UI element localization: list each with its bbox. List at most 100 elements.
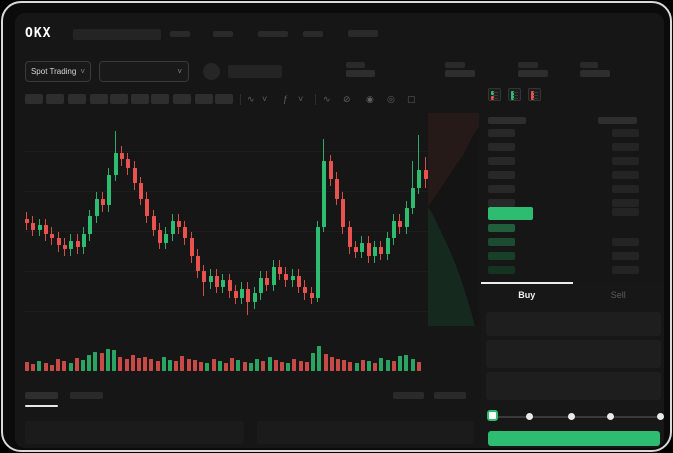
- chevron-down-icon[interactable]: ˅: [262, 94, 268, 104]
- gridline: [23, 191, 428, 192]
- fullscreen-icon[interactable]: ▢: [407, 94, 416, 104]
- gridline: [23, 231, 428, 232]
- camera-icon[interactable]: ◉: [366, 94, 374, 104]
- bottom-tab-active[interactable]: [25, 392, 58, 399]
- bid-price-bar[interactable]: [488, 238, 515, 246]
- bottom-action-button[interactable]: [393, 392, 424, 399]
- buy-submit-button[interactable]: [488, 431, 660, 446]
- bid-price-bar[interactable]: [488, 266, 515, 274]
- bid-amount-bar[interactable]: [612, 266, 639, 274]
- compare-icon[interactable]: ⊘: [343, 94, 351, 104]
- stat-value: [445, 70, 475, 77]
- slider-mark-50[interactable]: [568, 413, 575, 420]
- volume-histogram: [25, 343, 423, 371]
- nav-item[interactable]: [348, 30, 378, 37]
- alerts-icon[interactable]: ◎: [387, 94, 395, 104]
- ask-amount-bar[interactable]: [612, 143, 639, 151]
- timeframe-button[interactable]: [90, 94, 108, 104]
- chevron-down-icon: ˅: [80, 66, 86, 76]
- amount-slider-track[interactable]: [493, 416, 659, 418]
- toolbar-divider: [315, 94, 316, 105]
- amount-slider-handle[interactable]: [487, 410, 498, 421]
- ask-amount-bar[interactable]: [612, 129, 639, 137]
- stat-label: [580, 62, 598, 68]
- bottom-action-button[interactable]: [434, 392, 466, 399]
- bid-price-bar[interactable]: [488, 252, 515, 260]
- indicators-icon[interactable]: ƒ: [283, 94, 289, 104]
- stat-label: [445, 62, 465, 68]
- ask-price-bar[interactable]: [488, 199, 515, 207]
- candlestick-chart[interactable]: [23, 113, 428, 333]
- amount-field[interactable]: [486, 372, 661, 400]
- trade-side-tabs: Buy Sell: [481, 282, 664, 306]
- ask-amount-bar[interactable]: [612, 157, 639, 165]
- ask-price-bar[interactable]: [488, 157, 515, 165]
- bid-amount-bar[interactable]: [612, 238, 639, 246]
- ask-amount-bar[interactable]: [612, 199, 639, 207]
- slider-mark-75[interactable]: [607, 413, 614, 420]
- timeframe-button[interactable]: [131, 94, 149, 104]
- market-selector-label: Spot Trading: [30, 67, 77, 76]
- stat-label: [346, 62, 365, 68]
- app-window: OKX Spot Trading ˅ ˅: [15, 13, 664, 448]
- open-orders-panel: [25, 421, 244, 444]
- slider-mark-25[interactable]: [526, 413, 533, 420]
- stat-label: [518, 62, 538, 68]
- ask-price-bar[interactable]: [488, 129, 515, 137]
- orderbook-price-header: [488, 117, 526, 124]
- timeframe-button[interactable]: [46, 94, 64, 104]
- timeframe-button[interactable]: [110, 94, 128, 104]
- orderbook-view-asks-icon[interactable]: [528, 88, 541, 101]
- bid-price-bar[interactable]: [488, 224, 515, 232]
- nav-item[interactable]: [170, 31, 190, 37]
- stat-value: [580, 70, 610, 77]
- depth-chart[interactable]: [428, 113, 479, 326]
- slider-mark-100[interactable]: [657, 413, 664, 420]
- orderbook-amount-header: [598, 117, 637, 124]
- tab-sell[interactable]: Sell: [573, 282, 665, 306]
- market-selector-dropdown[interactable]: Spot Trading ˅: [25, 61, 91, 82]
- orderbook-amount-bar: [612, 208, 639, 216]
- ask-price-bar[interactable]: [488, 143, 515, 151]
- candle-style-icon[interactable]: ∿: [247, 94, 255, 104]
- timeframe-button[interactable]: [195, 94, 213, 104]
- tab-buy-label: Buy: [518, 290, 536, 300]
- ask-amount-bar[interactable]: [612, 185, 639, 193]
- nav-item[interactable]: [213, 31, 233, 37]
- search-input[interactable]: [73, 29, 161, 40]
- bottom-tab-indicator: [25, 405, 58, 407]
- timeframe-button[interactable]: [68, 94, 86, 104]
- gridline: [23, 151, 428, 152]
- last-price-badge[interactable]: [488, 207, 533, 220]
- nav-item[interactable]: [303, 31, 323, 37]
- chevron-down-icon: ˅: [177, 66, 182, 76]
- depth-asks-area: [428, 113, 479, 207]
- ask-price-bar[interactable]: [488, 185, 515, 193]
- timeframe-button[interactable]: [173, 94, 191, 104]
- order-type-field[interactable]: [486, 312, 661, 336]
- pair-selector-dropdown[interactable]: ˅: [99, 61, 189, 82]
- pair-coin-icon: [203, 63, 220, 80]
- chevron-down-icon[interactable]: ˅: [298, 94, 304, 104]
- toolbar-divider: [240, 94, 241, 105]
- orderbook-view-bids-icon[interactable]: [508, 88, 521, 101]
- price-field[interactable]: [486, 340, 661, 368]
- nav-item[interactable]: [258, 31, 288, 37]
- okx-logo: OKX: [25, 26, 52, 41]
- depth-bids-area: [428, 206, 475, 326]
- line-tool-icon[interactable]: ∿: [323, 94, 331, 104]
- stat-value: [346, 70, 375, 77]
- ask-amount-bar[interactable]: [612, 171, 639, 179]
- tab-buy[interactable]: Buy: [481, 282, 573, 306]
- timeframe-button[interactable]: [151, 94, 169, 104]
- candlestick-layer: [23, 113, 428, 333]
- bottom-tab[interactable]: [70, 392, 103, 399]
- bid-amount-bar[interactable]: [612, 252, 639, 260]
- ask-price-bar[interactable]: [488, 171, 515, 179]
- timeframe-button[interactable]: [215, 94, 233, 104]
- stat-value: [518, 70, 548, 77]
- orderbook-view-both-icon[interactable]: [488, 88, 501, 101]
- timeframe-button[interactable]: [25, 94, 43, 104]
